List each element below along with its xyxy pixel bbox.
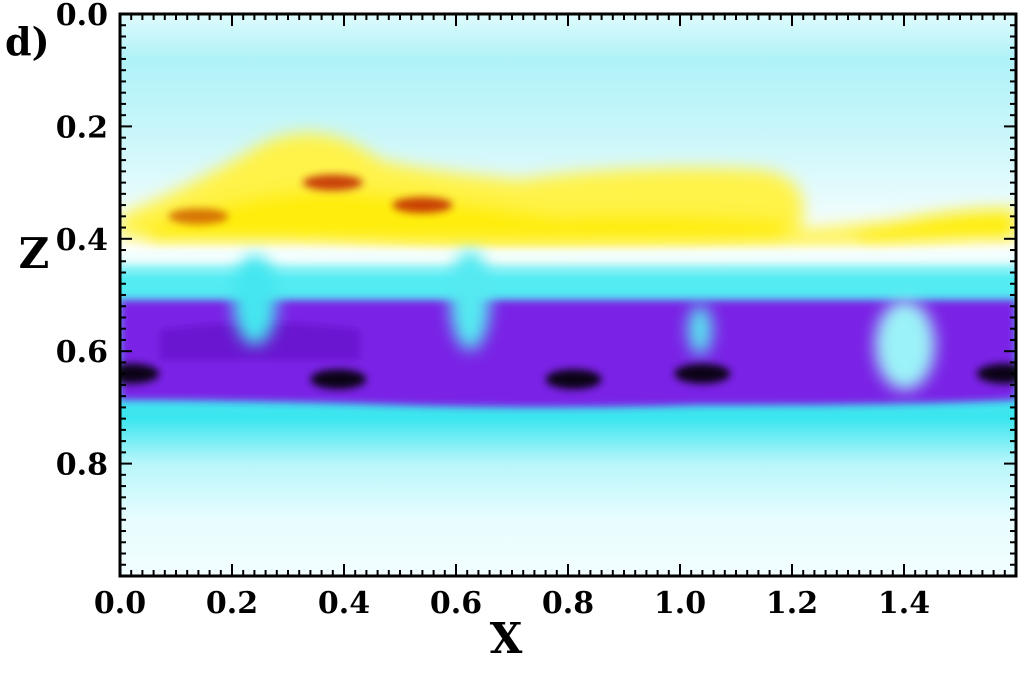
positive-band: [120, 133, 1016, 250]
y-axis-label: Z: [19, 229, 50, 278]
y-tick-label: 0.8: [56, 448, 108, 483]
y-tick-label: 0.2: [56, 110, 108, 145]
x-tick-label: 1.2: [766, 586, 818, 621]
dark-core: [976, 363, 1016, 384]
x-tick-labels: 0.0 0.2 0.4 0.6 0.8 1.0 1.2 1.4: [94, 586, 930, 621]
dark-core: [120, 363, 160, 384]
x-tick-label: 0.0: [94, 586, 146, 621]
cyan-plumes: [233, 250, 935, 390]
dark-core: [674, 363, 731, 384]
dark-core: [310, 369, 367, 390]
x-tick-label: 1.4: [878, 586, 930, 621]
panel-label: d): [5, 19, 50, 64]
hot-spot: [392, 197, 453, 214]
axis-ticks: [119, 13, 1017, 577]
white-gap: [120, 250, 1016, 262]
y-tick-labels: 0.0 0.2 0.4 0.6 0.8: [56, 0, 108, 483]
y-tick-label: 0.4: [56, 223, 108, 258]
x-tick-label: 0.8: [542, 586, 594, 621]
hot-spot: [168, 208, 229, 225]
y-tick-label: 0.0: [56, 0, 108, 33]
x-tick-label: 0.2: [206, 586, 258, 621]
x-axis-label: X: [490, 614, 523, 663]
heatmap-field: [120, 14, 1016, 576]
dark-core: [545, 369, 602, 390]
hot-spot: [302, 174, 363, 191]
y-tick-label: 0.6: [56, 335, 108, 370]
x-tick-label: 0.4: [318, 586, 370, 621]
heatmap-marks: [120, 174, 1016, 390]
x-tick-label: 1.0: [654, 586, 706, 621]
x-tick-label: 0.6: [430, 586, 482, 621]
